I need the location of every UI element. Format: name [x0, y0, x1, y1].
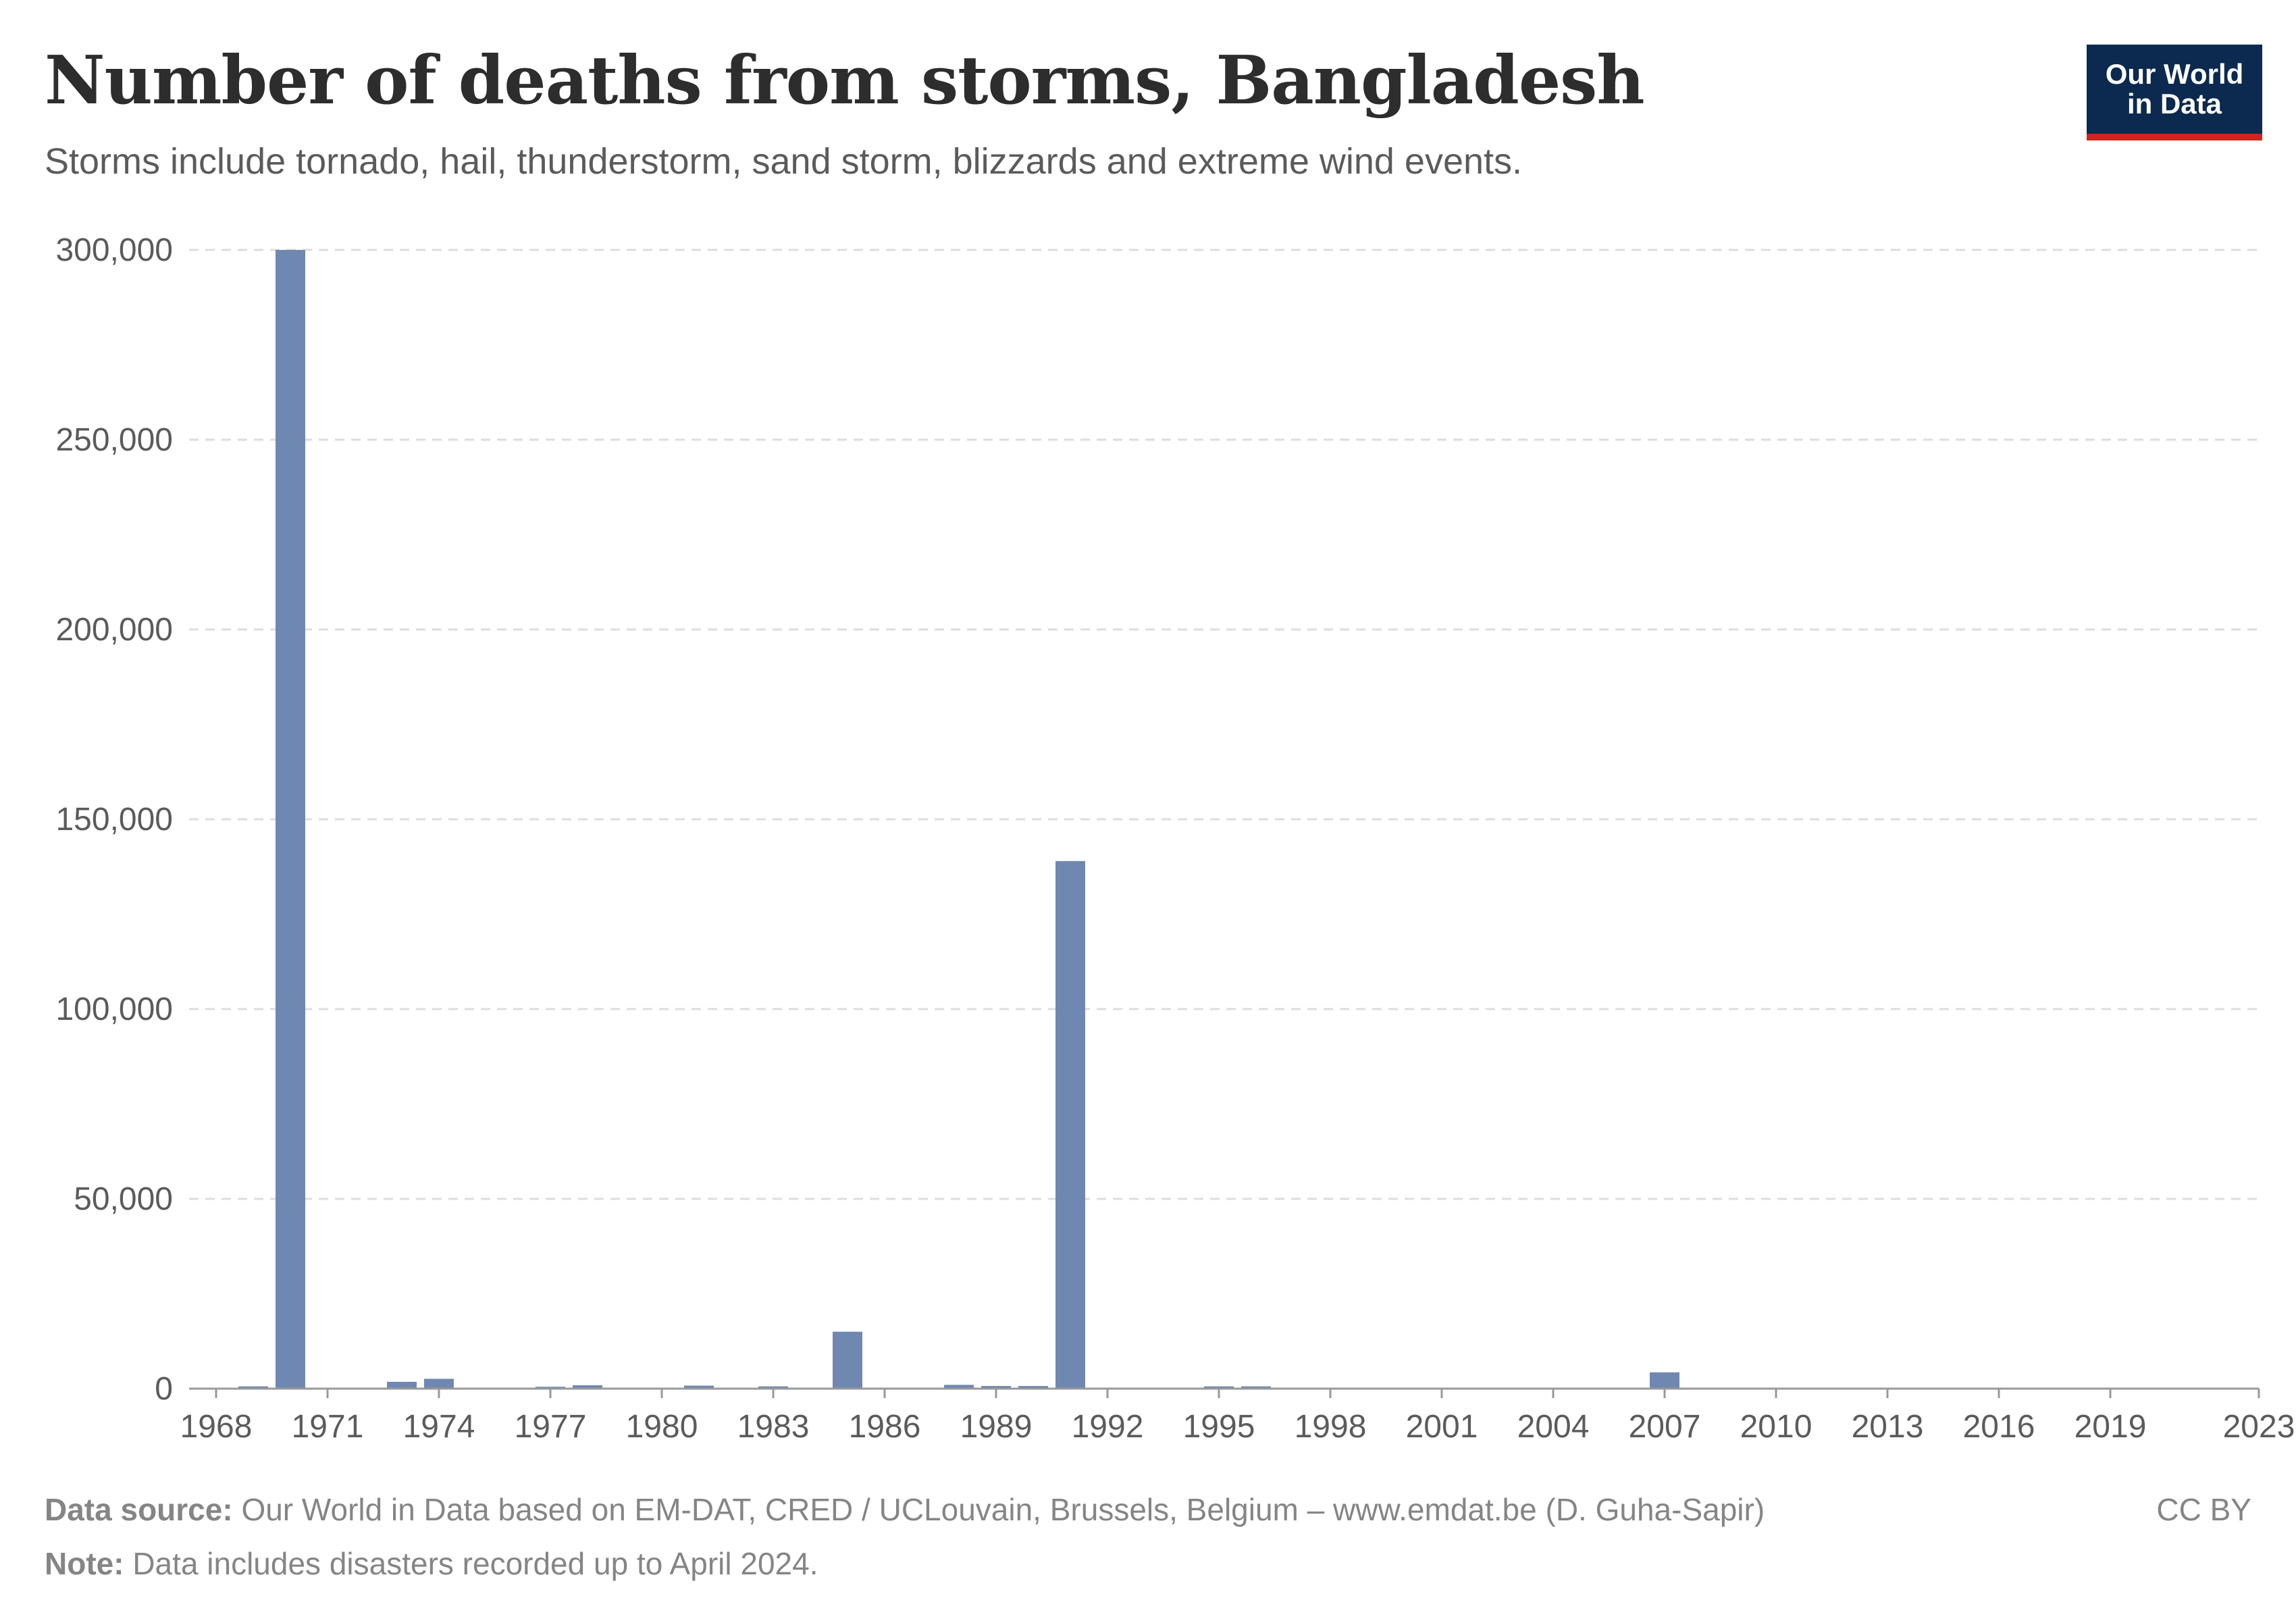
- y-tick-label: 250,000: [55, 422, 173, 458]
- y-tick-label: 50,000: [74, 1181, 173, 1217]
- bar: [238, 1386, 268, 1389]
- logo-line-2: in Data: [2127, 88, 2222, 120]
- x-tick-label: 2007: [1629, 1409, 1701, 1445]
- bar: [1241, 1386, 1271, 1389]
- x-tick-label: 2013: [1852, 1409, 1924, 1445]
- bar: [1018, 1386, 1048, 1389]
- x-tick-label: 1974: [403, 1409, 475, 1445]
- logo-line-1: Our World: [2105, 57, 2244, 90]
- x-axis: [189, 1387, 2260, 1398]
- note-label: Note:: [45, 1546, 124, 1581]
- y-tick-label: 100,000: [55, 992, 173, 1027]
- chart-title: Number of deaths from storms, Bangladesh: [45, 42, 1645, 120]
- bar: [684, 1385, 714, 1389]
- x-tick-label: 1989: [960, 1409, 1033, 1445]
- grid-lines: [189, 249, 2259, 1200]
- chart-subtitle: Storms include tornado, hail, thundersto…: [45, 141, 1523, 182]
- data-source-line: Data source: Our World in Data based on …: [45, 1491, 1765, 1528]
- x-tick-label: 1983: [737, 1409, 810, 1445]
- bar: [758, 1386, 788, 1389]
- x-axis-tick-labels: 1968 1971 1974 1977 1980 1983 1986 1989 1992 1995…: [180, 1409, 2295, 1445]
- y-tick-label: 150,000: [55, 802, 173, 838]
- license-link[interactable]: CC BY: [2156, 1492, 2251, 1527]
- x-tick-label: 2019: [2075, 1409, 2147, 1445]
- data-source-text: Our World in Data based on EM-DAT, CRED …: [241, 1492, 1765, 1527]
- x-tick-label: 1968: [180, 1409, 253, 1445]
- x-tick-label: 1977: [515, 1409, 587, 1445]
- bar: [1204, 1386, 1234, 1389]
- bar: [276, 250, 305, 1389]
- bar: [387, 1381, 417, 1389]
- bar: [944, 1385, 974, 1389]
- y-axis-tick-labels: 0 50,000 100,000 150,000 200,000 250,000 300,0…: [55, 232, 173, 1407]
- bar: [833, 1331, 862, 1389]
- bar: [573, 1385, 602, 1389]
- y-tick-label: 0: [155, 1371, 173, 1407]
- note-text: Data includes disasters recorded up to A…: [132, 1546, 818, 1581]
- bar: [1055, 860, 1085, 1389]
- owid-logo[interactable]: Our World in Data: [2087, 45, 2262, 140]
- x-tick-label: 1971: [292, 1409, 364, 1445]
- x-tick-label: 1992: [1072, 1409, 1144, 1445]
- x-tick-label: 2023: [2223, 1409, 2295, 1445]
- x-tick-label: 2010: [1740, 1409, 1812, 1445]
- x-tick-label: 2016: [1963, 1409, 2035, 1445]
- x-tick-label: 1995: [1183, 1409, 1255, 1445]
- x-tick-label: 2004: [1517, 1409, 1590, 1445]
- x-tick-label: 1998: [1295, 1409, 1367, 1445]
- x-tick-label: 2001: [1406, 1409, 1478, 1445]
- note-line: Note: Data includes disasters recorded u…: [45, 1545, 818, 1582]
- bar: [981, 1386, 1011, 1389]
- data-source-label: Data source:: [45, 1492, 233, 1527]
- x-tick-label: 1980: [626, 1409, 698, 1445]
- y-tick-label: 300,000: [55, 232, 173, 268]
- y-tick-label: 200,000: [55, 612, 173, 648]
- bar: [424, 1379, 454, 1389]
- x-tick-label: 1986: [849, 1409, 921, 1445]
- bar: [1650, 1372, 1679, 1389]
